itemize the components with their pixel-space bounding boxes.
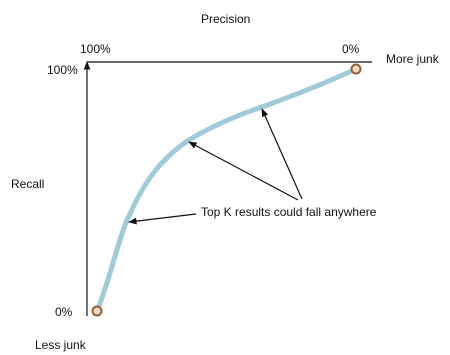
recall-low-label: 0% bbox=[55, 305, 73, 319]
precision-recall-curve bbox=[94, 66, 359, 314]
precision-high-label: 100% bbox=[80, 42, 111, 56]
annotation-arrow-middle bbox=[188, 141, 299, 201]
precision-axis-title: Precision bbox=[201, 12, 251, 26]
annotation-arrow-upper bbox=[261, 108, 303, 200]
recall-high-label: 100% bbox=[47, 63, 78, 77]
less-junk-label: Less junk bbox=[35, 338, 86, 352]
annotation-arrow-lower bbox=[128, 213, 197, 225]
curve-end-point bbox=[350, 63, 362, 75]
annotation-text: Top K results could fall anywhere bbox=[201, 205, 377, 219]
precision-low-label: 0% bbox=[342, 42, 360, 56]
curve-start-point bbox=[91, 305, 103, 317]
more-junk-label: More junk bbox=[386, 52, 439, 66]
recall-axis-title: Recall bbox=[11, 177, 45, 191]
